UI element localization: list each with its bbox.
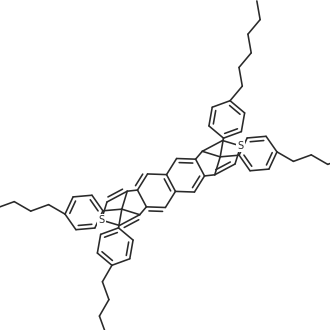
Text: S: S (238, 141, 244, 151)
Text: S: S (98, 215, 104, 225)
Text: S: S (238, 141, 244, 151)
Text: S: S (98, 215, 104, 225)
